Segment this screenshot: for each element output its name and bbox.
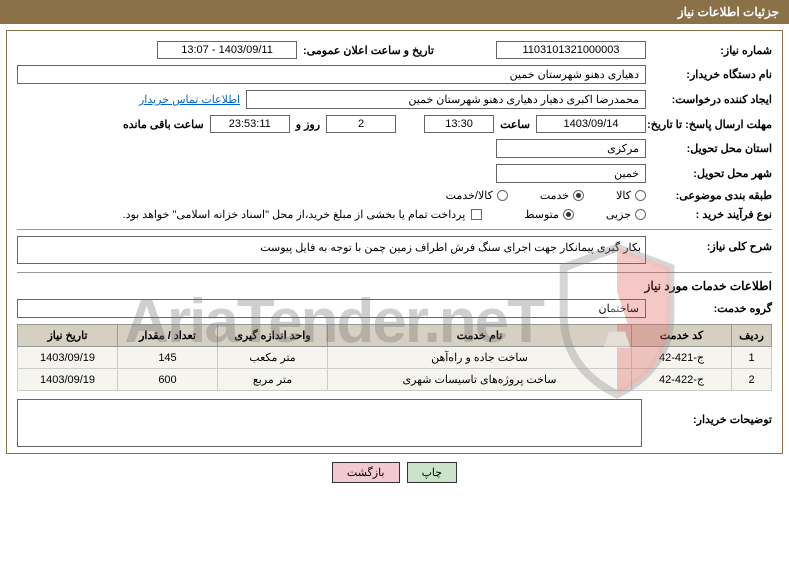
table-header-row: ردیف کد خدمت نام خدمت واحد اندازه گیری ت… (18, 325, 772, 347)
deadline-remaining-label: ساعت باقی مانده (123, 118, 204, 131)
process-option-1-label: متوسط (524, 208, 559, 221)
table-cell: ج-421-42 (632, 347, 732, 369)
services-section-title: اطلاعات خدمات مورد نیاز (17, 279, 772, 293)
header-title: جزئیات اطلاعات نیاز (678, 5, 779, 19)
table-cell: ساخت پروژه‌های تاسیسات شهری (328, 369, 632, 391)
deadline-label: مهلت ارسال پاسخ: تا تاریخ: (652, 118, 772, 131)
general-desc-value: بکار گیری پیمانکار جهت اجرای سنگ فرش اطر… (17, 236, 646, 264)
general-desc-label: شرح کلی نیاز: (652, 236, 772, 253)
category-option-2[interactable]: کالا/خدمت (446, 189, 508, 202)
divider-2 (17, 272, 772, 273)
row-deadline: مهلت ارسال پاسخ: تا تاریخ: 1403/09/14 سا… (17, 115, 772, 133)
radio-icon (497, 190, 508, 201)
service-group-label: گروه خدمت: (652, 302, 772, 315)
radio-icon (635, 190, 646, 201)
table-cell: 2 (732, 369, 772, 391)
services-table: ردیف کد خدمت نام خدمت واحد اندازه گیری ت… (17, 324, 772, 391)
deadline-time: 13:30 (424, 115, 494, 133)
th-5: تاریخ نیاز (18, 325, 118, 347)
need-number-label: شماره نیاز: (652, 44, 772, 57)
th-0: ردیف (732, 325, 772, 347)
radio-icon (573, 190, 584, 201)
deadline-days: 2 (326, 115, 396, 133)
back-button[interactable]: بازگشت (332, 462, 400, 483)
row-service-group: گروه خدمت: ساختمان (17, 299, 772, 318)
buyer-notes-textarea[interactable] (17, 399, 642, 447)
row-buyer-notes: توضیحات خریدار: (17, 399, 772, 447)
province-label: استان محل تحویل: (652, 142, 772, 155)
table-cell: ساخت جاده و راه‌آهن (328, 347, 632, 369)
table-cell: 1 (732, 347, 772, 369)
row-process-type: نوع فرآیند خرید : جزیی متوسط پرداخت تمام… (17, 208, 772, 221)
buyer-contact-link[interactable]: اطلاعات تماس خریدار (139, 93, 240, 106)
payment-note-text: پرداخت تمام یا بخشی از مبلغ خرید،از محل … (123, 208, 466, 221)
row-province: استان محل تحویل: مرکزی (17, 139, 772, 158)
divider-1 (17, 229, 772, 230)
category-option-1-label: خدمت (540, 189, 569, 202)
city-value: خمین (496, 164, 646, 183)
process-option-0[interactable]: جزیی (606, 208, 646, 221)
row-need-number: شماره نیاز: 1103101321000003 تاریخ و ساع… (17, 41, 772, 59)
need-number-value: 1103101321000003 (496, 41, 646, 59)
th-4: تعداد / مقدار (118, 325, 218, 347)
table-cell: متر مربع (218, 369, 328, 391)
deadline-days-label: روز و (296, 118, 320, 131)
th-2: نام خدمت (328, 325, 632, 347)
main-form-container: AriaTender.neT شماره نیاز: 1103101321000… (6, 30, 783, 454)
table-cell: ج-422-42 (632, 369, 732, 391)
row-requester: ایجاد کننده درخواست: محمدرضا اکبری دهیار… (17, 90, 772, 109)
city-label: شهر محل تحویل: (652, 167, 772, 180)
page-header: جزئیات اطلاعات نیاز (0, 0, 789, 24)
category-label: طبقه بندی موضوعی: (652, 189, 772, 202)
category-option-1[interactable]: خدمت (540, 189, 584, 202)
table-cell: 1403/09/19 (18, 369, 118, 391)
th-3: واحد اندازه گیری (218, 325, 328, 347)
requester-value: محمدرضا اکبری دهیار دهیاری دهنو شهرستان … (246, 90, 646, 109)
row-city: شهر محل تحویل: خمین (17, 164, 772, 183)
process-option-1[interactable]: متوسط (524, 208, 574, 221)
radio-icon (563, 209, 574, 220)
province-value: مرکزی (496, 139, 646, 158)
buyer-org-label: نام دستگاه خریدار: (652, 68, 772, 81)
category-option-0-label: کالا (616, 189, 631, 202)
deadline-time-label: ساعت (500, 118, 530, 131)
deadline-date: 1403/09/14 (536, 115, 646, 133)
table-cell: متر مکعب (218, 347, 328, 369)
deadline-countdown: 23:53:11 (210, 115, 290, 133)
category-option-0[interactable]: کالا (616, 189, 646, 202)
service-group-value: ساختمان (17, 299, 646, 318)
payment-checkbox[interactable] (471, 209, 482, 220)
table-cell: 145 (118, 347, 218, 369)
public-date-value: 1403/09/11 - 13:07 (157, 41, 297, 59)
table-row: 1ج-421-42ساخت جاده و راه‌آهنمتر مکعب1451… (18, 347, 772, 369)
requester-label: ایجاد کننده درخواست: (652, 93, 772, 106)
process-option-0-label: جزیی (606, 208, 631, 221)
table-row: 2ج-422-42ساخت پروژه‌های تاسیسات شهریمتر … (18, 369, 772, 391)
process-type-label: نوع فرآیند خرید : (652, 208, 772, 221)
category-option-2-label: کالا/خدمت (446, 189, 493, 202)
row-category: طبقه بندی موضوعی: کالا خدمت کالا/خدمت (17, 189, 772, 202)
table-cell: 1403/09/19 (18, 347, 118, 369)
row-buyer-org: نام دستگاه خریدار: دهیاری دهنو شهرستان خ… (17, 65, 772, 84)
bottom-button-bar: چاپ بازگشت (0, 462, 789, 483)
radio-icon (635, 209, 646, 220)
print-button[interactable]: چاپ (407, 462, 458, 483)
buyer-org-value: دهیاری دهنو شهرستان خمین (17, 65, 646, 84)
public-date-label: تاریخ و ساعت اعلان عمومی: (303, 44, 434, 57)
row-general-desc: شرح کلی نیاز: بکار گیری پیمانکار جهت اجر… (17, 236, 772, 264)
table-cell: 600 (118, 369, 218, 391)
th-1: کد خدمت (632, 325, 732, 347)
buyer-notes-label: توضیحات خریدار: (652, 399, 772, 426)
